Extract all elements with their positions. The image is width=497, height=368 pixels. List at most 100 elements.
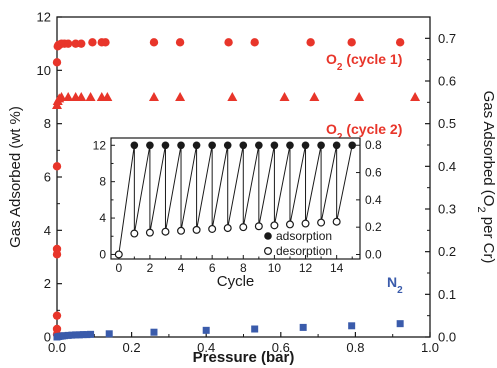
data-point [60, 332, 68, 340]
y2-tick-label: 0.1 [438, 287, 456, 302]
adsorption-point [146, 141, 154, 150]
adsorption-point [301, 141, 310, 150]
y2-tick-label: 0.0 [438, 330, 456, 345]
data-point [395, 38, 405, 47]
data-point [299, 323, 307, 331]
data-point [149, 38, 159, 47]
data-point [85, 92, 96, 101]
desorption-point [239, 223, 248, 232]
inset-x-tick-label: 0 [115, 261, 122, 275]
x-tick-label: 0.0 [48, 340, 66, 355]
data-point [52, 58, 62, 67]
adsorption-point [161, 141, 170, 150]
adsorption-point [255, 141, 263, 150]
inset-x-tick-label: 12 [299, 261, 313, 275]
inset-x-tick-label: 4 [178, 261, 185, 275]
y2-tick-label: 0.3 [438, 202, 456, 217]
adsorption-point [332, 141, 341, 150]
desorption-point [301, 219, 310, 228]
desorption-point [161, 227, 170, 236]
adsorption-point [286, 141, 294, 150]
data-point [76, 92, 87, 101]
inset-y2-tick-label: 0.0 [365, 247, 382, 261]
legend-label: desorption [276, 244, 332, 258]
adsorption-point [223, 141, 232, 150]
data-point [306, 38, 315, 47]
inset-series-adsorption [130, 141, 357, 150]
desorption-point [223, 224, 232, 233]
data-point [224, 38, 233, 47]
y2-tick-label: 0.7 [438, 31, 456, 46]
data-point [87, 330, 95, 338]
desorption-point [130, 229, 139, 238]
data-point [105, 330, 113, 338]
data-point [175, 92, 186, 101]
data-point [52, 311, 62, 320]
y-tick-label: 6 [44, 170, 51, 185]
adsorption-point [192, 141, 201, 150]
desorption-point [285, 220, 294, 229]
x-tick-label: 0.6 [272, 340, 290, 355]
inset-x-tick-label: 8 [240, 261, 247, 275]
y-tick-label: 12 [37, 10, 51, 25]
annotation-n2: N2 [387, 274, 403, 296]
y-tick-label: 4 [44, 223, 51, 238]
x-tick-label: 1.0 [421, 340, 439, 355]
inset-cycle-line [118, 145, 353, 255]
desorption-point [208, 224, 217, 233]
y-tick-label: 10 [37, 63, 51, 78]
data-point [279, 92, 290, 101]
data-point [175, 38, 185, 47]
data-point [52, 162, 62, 171]
data-point [72, 331, 80, 339]
adsorption-point [177, 141, 185, 150]
desorption-point [254, 222, 263, 231]
inset-x-tick-label: 2 [147, 261, 154, 275]
data-point [52, 244, 62, 254]
data-point [347, 38, 356, 47]
desorption-point [270, 221, 279, 230]
data-point [83, 331, 91, 339]
main-plot: 0.0 0.2 0.4 0.6 0.8 1.0 0 2 4 6 8 10 12 0.0 0.1 0.2 0.3 0… [7, 10, 497, 367]
desorption-point [192, 225, 201, 234]
inset-plot: 0 2 4 6 8 10 12 14 0 4 8 12 0.0 0.2 0.4 0.6 0.8 Cycle adso… [93, 137, 382, 290]
data-point [202, 326, 210, 334]
y2-tick-label: 0.5 [438, 116, 456, 131]
y2-axis-label: Gas Adsorbed (O2 per Cr) [475, 91, 497, 264]
desorption-point [177, 226, 186, 235]
series-o2_cycle2 [52, 92, 421, 109]
data-point [250, 38, 259, 47]
inset-x-axis-label: Cycle [217, 273, 255, 290]
adsorption-point [239, 141, 248, 150]
data-point [227, 92, 238, 101]
data-point [75, 331, 83, 339]
adsorption-point [208, 141, 216, 150]
y-tick-label: 2 [44, 276, 51, 291]
inset-y2-tick-label: 0.2 [365, 220, 382, 234]
inset-y-tick-label: 0 [99, 247, 106, 261]
data-point [77, 39, 86, 48]
desorption-point [317, 218, 326, 227]
desorption-point [114, 250, 123, 259]
data-point [348, 322, 356, 330]
annotation-o2_cycle1: O2 (cycle 1) [326, 51, 402, 73]
inset-y-tick-label: 8 [99, 175, 106, 189]
data-point [101, 38, 110, 47]
desorption-point [332, 217, 341, 226]
adsorption-point [348, 141, 357, 150]
y-tick-label: 8 [44, 116, 51, 131]
inset-x-tick-label: 6 [209, 261, 216, 275]
data-point [150, 328, 158, 336]
legend-marker-open [264, 247, 273, 256]
inset-x-tick-label: 14 [330, 261, 344, 275]
adsorption-point [270, 141, 279, 150]
desorption-point [145, 228, 154, 237]
legend-marker-filled [264, 232, 272, 240]
adsorption-point [317, 141, 325, 150]
y2-tick-label: 0.6 [438, 74, 456, 89]
inset-y2-tick-label: 0.4 [365, 193, 382, 207]
data-point [410, 92, 421, 101]
y2-tick-label: 0.4 [438, 159, 456, 174]
